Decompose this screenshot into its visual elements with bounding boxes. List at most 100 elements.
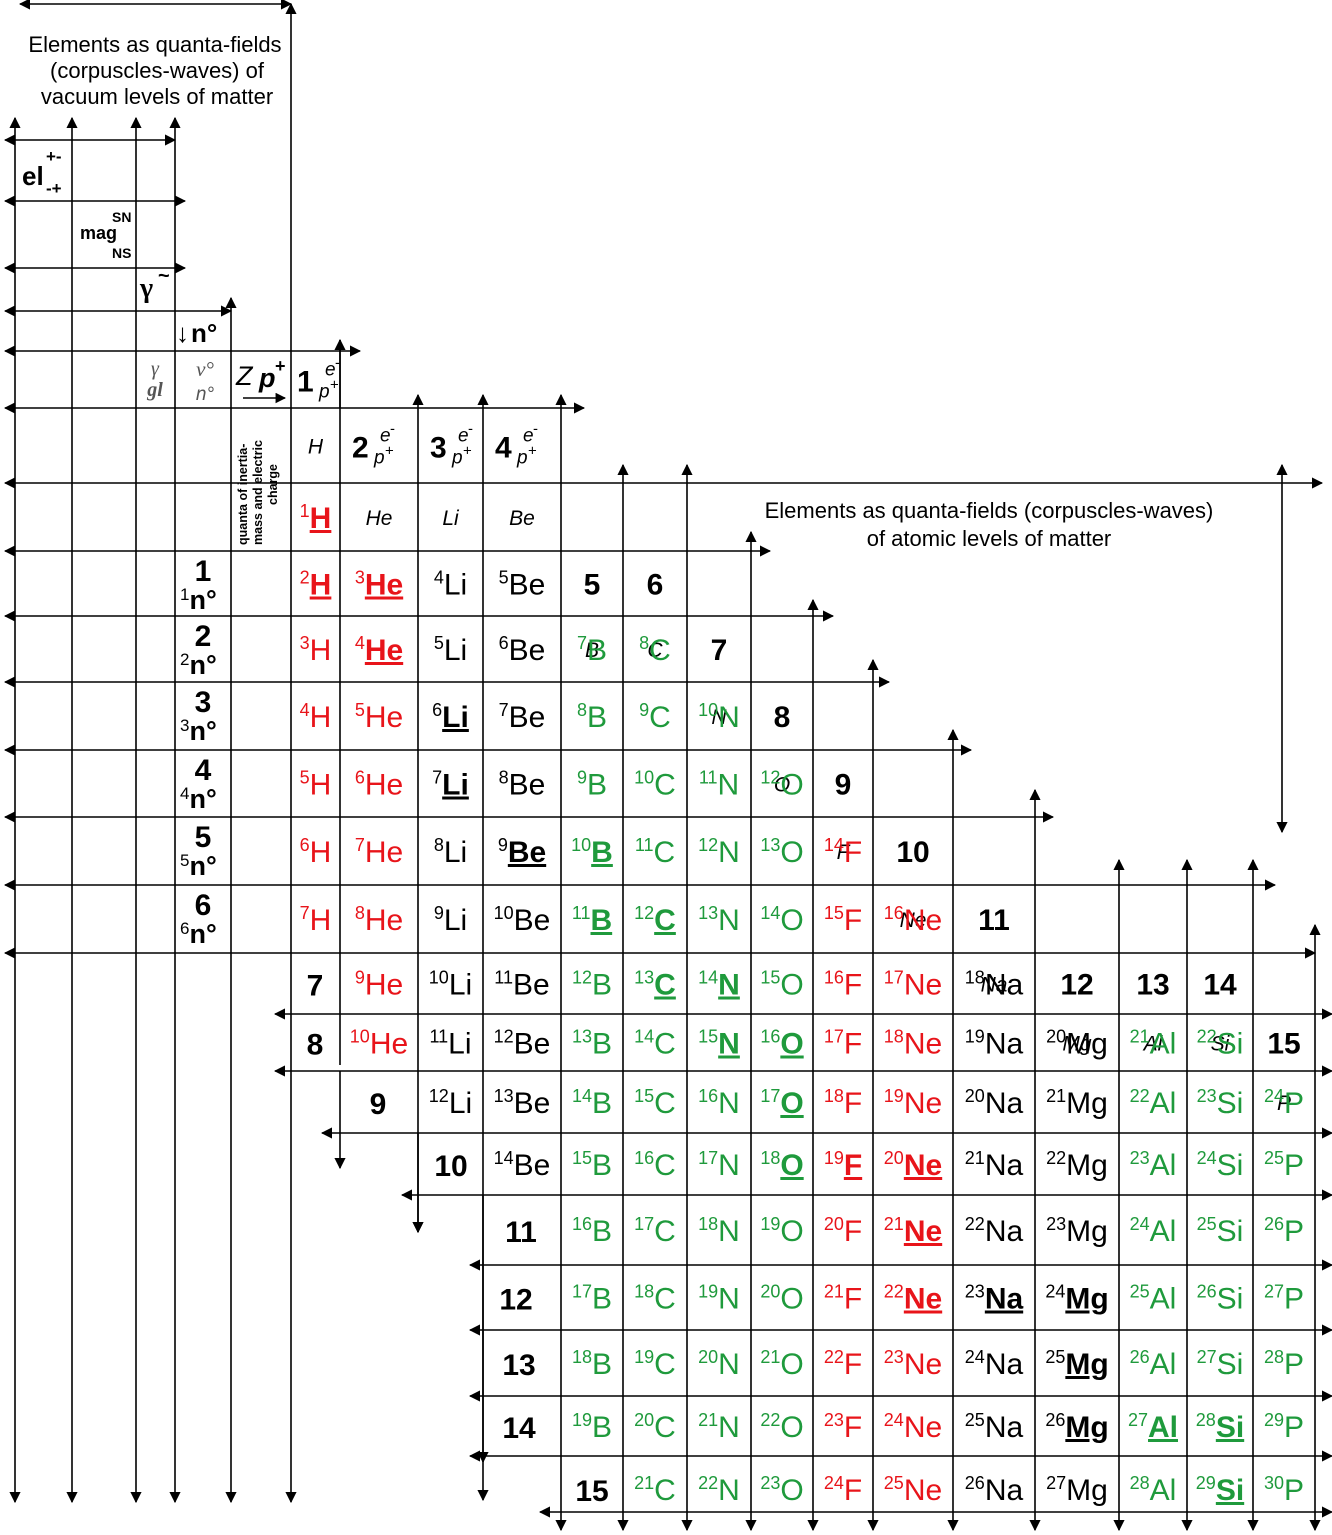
isotope-cell: 4Li [434,568,467,602]
n-deg-symbol: n° [196,384,215,405]
neutron-row-label: 1n° [180,585,217,615]
isotope-cell: 13Be [494,1086,551,1120]
isotope-cell: 23Mg [1046,1214,1108,1248]
isotope-cell: 19Ne [884,1086,942,1120]
neutron-row-label: 2n° [180,650,217,680]
column-header-number: 12 [1060,969,1093,1002]
column-header-p-sup: + [463,443,472,460]
isotope-cell: 17O [760,1086,803,1120]
column-header-number: 3 [430,432,447,465]
isotope-cell: 25Si [1197,1214,1244,1248]
column-header-p: p [451,448,463,469]
gamma-gl-bottom: gl [146,379,163,401]
isotope-cell: 8He [355,903,403,937]
column-header-symbol: Li [442,507,460,530]
isotope-cell: 15F [824,903,862,937]
isotope-cell: 16C [634,1148,676,1182]
isotope-cell: 24P [1264,1086,1304,1120]
atomic-caption-line-1: Elements as quanta-fields (corpuscles-wa… [765,498,1214,523]
isotope-cell: 11Be [494,968,549,1002]
isotope-cell: 24Al [1130,1214,1177,1248]
isotope-cell: 7B [577,633,607,667]
lower-row-number: 13 [502,1349,535,1382]
isotope-cell: 1H [300,501,332,535]
column-header-e: e [523,426,534,447]
isotope-cell: 24Ne [884,1410,942,1444]
column-header-symbol: Na [981,974,1008,997]
neutron-row-number: 5 [195,821,212,854]
isotope-cell: 21O [760,1347,803,1381]
isotope-cell: 26Na [965,1473,1024,1507]
column-header-symbol: Ne [900,909,927,932]
isotope-cell: 6Be [499,633,546,667]
isotope-cell: 20Mg [1046,1027,1108,1061]
column-header-number: 10 [896,836,929,869]
isotope-cell: 20O [760,1282,803,1316]
neutron-row-number: 1 [195,555,212,588]
isotope-cell: 19C [634,1347,676,1381]
isotope-cell: 20N [698,1347,740,1381]
mag-sub: NS [112,245,131,261]
isotope-cell: 5He [355,700,403,734]
column-header-symbol: N [711,706,727,729]
isotope-cell: 25Al [1130,1282,1177,1316]
isotope-cell: 27Mg [1046,1473,1108,1507]
isotope-cell: 11Li [429,1027,471,1061]
column-header-number: 14 [1203,969,1237,1002]
vacuum-caption-line-2: (corpuscles-waves) of [50,58,265,83]
isotope-cell: 8C [639,633,671,667]
isotope-cell: 5Li [434,633,467,667]
quanta-caption-line-1: quanta of inertia- [236,444,250,545]
isotope-cell: 21Al [1130,1027,1177,1061]
neutron-symbol: n° [191,318,217,348]
isotope-cell: 26Al [1130,1347,1177,1381]
mag-sup: SN [112,209,131,225]
isotope-cell: 29Si [1196,1473,1244,1507]
isotope-cell: 20C [634,1410,676,1444]
column-header-number: 11 [978,904,1010,937]
isotope-cell: 12Be [494,1027,551,1061]
isotope-cell: 9C [639,700,671,734]
table-content: 11n°22n°33n°44n°55n°66n°1 e -p +H 2 e -p +He3 e -… [180,355,1304,1509]
lower-row-number: 10 [434,1150,467,1183]
column-header-number: 13 [1136,969,1169,1002]
isotope-cell: 9He [355,968,403,1002]
isotope-cell: 14B [572,1086,612,1120]
isotope-cell: 18F [824,1086,862,1120]
column-header-e-sup: - [335,355,340,372]
isotope-cell: 8Be [499,768,546,802]
isotope-cell: 24Mg [1045,1282,1108,1316]
isotope-cell: 29P [1264,1410,1304,1444]
isotope-cell: 7H [300,903,332,937]
column-header-e-sup: - [468,421,473,438]
isotope-cell: 26Si [1197,1282,1244,1316]
column-header-number: 15 [1267,1028,1300,1061]
isotope-cell: 22O [760,1410,803,1444]
isotope-cell: 21Na [965,1148,1024,1182]
isotope-cell: 20F [824,1214,862,1248]
isotope-cell: 9Li [434,903,467,937]
isotope-cell: 18Ne [884,1027,942,1061]
isotope-cell: 6Li [432,700,469,734]
isotope-cell: 30P [1264,1473,1304,1507]
isotope-cell: 4He [355,633,403,667]
column-header-number: 5 [584,569,601,602]
isotope-cell: 18C [634,1282,676,1316]
column-header-symbol: O [774,774,790,797]
column-header-symbol: C [647,639,663,662]
z-p-sup: + [275,356,286,376]
column-header-number: 9 [835,769,852,802]
isotope-cell: 24Si [1197,1148,1244,1182]
isotope-cell: 14C [634,1027,676,1061]
isotope-cell: 5H [300,768,332,802]
vacuum-caption-line-3: vacuum levels of matter [41,84,273,109]
isotope-cell: 7Li [432,768,469,802]
neutron-row-number: 2 [195,620,212,653]
isotope-cell: 24Na [965,1347,1024,1381]
quanta-caption-line-3: charge [266,464,280,505]
gamma-gl-top: γ [151,358,160,380]
column-header-symbol: F [837,841,851,864]
isotope-cell: 17C [634,1214,676,1248]
isotope-cell: 27P [1264,1282,1304,1316]
